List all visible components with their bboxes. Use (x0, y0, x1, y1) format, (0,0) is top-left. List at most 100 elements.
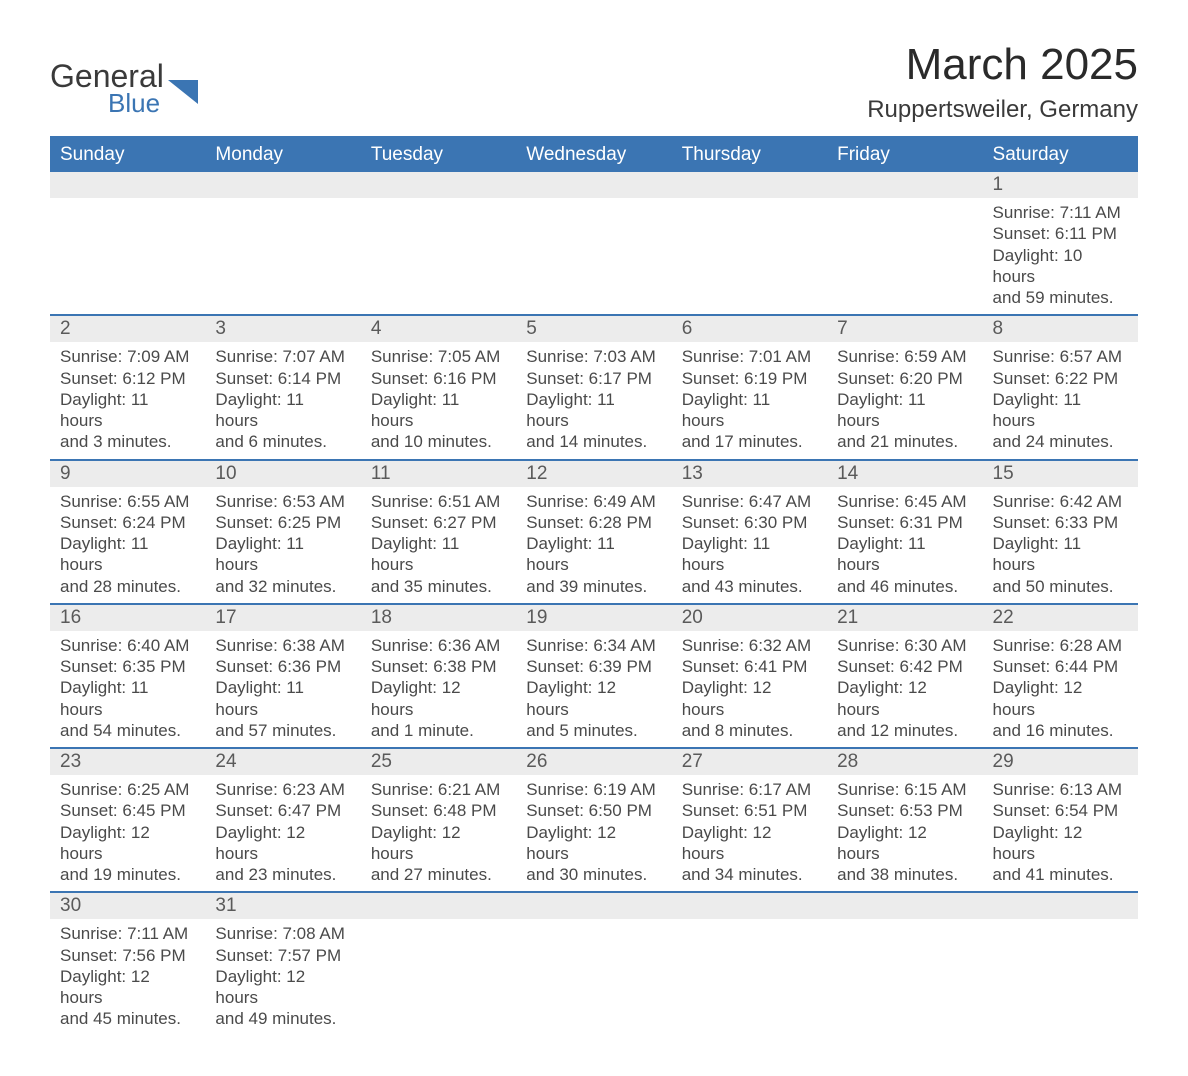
day-number: 9 (50, 460, 205, 487)
week-numbers: 1 (50, 172, 1138, 198)
week-data: Sunrise: 7:11 AMSunset: 7:56 PMDaylight:… (50, 919, 1138, 1035)
day-cell: Sunrise: 7:07 AMSunset: 6:14 PMDaylight:… (205, 342, 360, 459)
sunrise: Sunrise: 6:59 AM (837, 346, 972, 367)
day-number: 27 (672, 748, 827, 775)
sunrise: Sunrise: 6:23 AM (215, 779, 350, 800)
sunrise: Sunrise: 6:13 AM (993, 779, 1128, 800)
day-number (827, 892, 982, 919)
sunset: Sunset: 6:24 PM (60, 512, 195, 533)
week-data: Sunrise: 7:11 AMSunset: 6:11 PMDaylight:… (50, 198, 1138, 315)
day-number: 14 (827, 460, 982, 487)
col-mon: Monday (205, 137, 360, 172)
day-number: 24 (205, 748, 360, 775)
col-sun: Sunday (50, 137, 205, 172)
col-tue: Tuesday (361, 137, 516, 172)
daylight-line1: Daylight: 12 hours (215, 822, 350, 865)
daylight-line2: and 19 minutes. (60, 864, 195, 885)
day-number (50, 172, 205, 198)
day-number (672, 892, 827, 919)
sunset: Sunset: 6:30 PM (682, 512, 817, 533)
week-numbers: 2345678 (50, 315, 1138, 342)
day-number (827, 172, 982, 198)
daylight-line2: and 14 minutes. (526, 431, 661, 452)
day-cell: Sunrise: 6:25 AMSunset: 6:45 PMDaylight:… (50, 775, 205, 892)
day-number: 23 (50, 748, 205, 775)
daylight-line1: Daylight: 11 hours (60, 389, 195, 432)
sunset: Sunset: 6:17 PM (526, 368, 661, 389)
day-cell (50, 198, 205, 315)
sunset: Sunset: 6:14 PM (215, 368, 350, 389)
sunset: Sunset: 6:20 PM (837, 368, 972, 389)
sunset: Sunset: 6:45 PM (60, 800, 195, 821)
day-number: 25 (361, 748, 516, 775)
day-cell: Sunrise: 7:11 AMSunset: 7:56 PMDaylight:… (50, 919, 205, 1035)
sunset: Sunset: 6:38 PM (371, 656, 506, 677)
daylight-line2: and 27 minutes. (371, 864, 506, 885)
week-numbers: 16171819202122 (50, 604, 1138, 631)
week-data: Sunrise: 6:25 AMSunset: 6:45 PMDaylight:… (50, 775, 1138, 892)
daylight-line1: Daylight: 12 hours (526, 677, 661, 720)
sunset: Sunset: 6:11 PM (993, 223, 1128, 244)
day-cell (516, 919, 671, 1035)
daylight-line2: and 17 minutes. (682, 431, 817, 452)
daylight-line1: Daylight: 12 hours (371, 677, 506, 720)
sunrise: Sunrise: 6:55 AM (60, 491, 195, 512)
day-cell: Sunrise: 6:30 AMSunset: 6:42 PMDaylight:… (827, 631, 982, 748)
daylight-line2: and 34 minutes. (682, 864, 817, 885)
sunrise: Sunrise: 6:36 AM (371, 635, 506, 656)
daylight-line1: Daylight: 12 hours (60, 966, 195, 1009)
week-data: Sunrise: 7:09 AMSunset: 6:12 PMDaylight:… (50, 342, 1138, 459)
day-number (361, 172, 516, 198)
day-cell: Sunrise: 6:38 AMSunset: 6:36 PMDaylight:… (205, 631, 360, 748)
day-cell: Sunrise: 6:19 AMSunset: 6:50 PMDaylight:… (516, 775, 671, 892)
day-cell: Sunrise: 6:51 AMSunset: 6:27 PMDaylight:… (361, 487, 516, 604)
day-number: 31 (205, 892, 360, 919)
daylight-line1: Daylight: 11 hours (993, 389, 1128, 432)
title-block: March 2025 Ruppertsweiler, Germany (867, 40, 1138, 124)
day-cell (516, 198, 671, 315)
day-cell: Sunrise: 7:11 AMSunset: 6:11 PMDaylight:… (983, 198, 1138, 315)
daylight-line1: Daylight: 12 hours (993, 822, 1128, 865)
week-numbers: 9101112131415 (50, 460, 1138, 487)
daylight-line1: Daylight: 12 hours (60, 822, 195, 865)
daylight-line1: Daylight: 11 hours (526, 533, 661, 576)
sunrise: Sunrise: 6:57 AM (993, 346, 1128, 367)
col-fri: Friday (827, 137, 982, 172)
day-number: 11 (361, 460, 516, 487)
daylight-line2: and 24 minutes. (993, 431, 1128, 452)
sunset: Sunset: 6:12 PM (60, 368, 195, 389)
day-cell: Sunrise: 6:55 AMSunset: 6:24 PMDaylight:… (50, 487, 205, 604)
sunrise: Sunrise: 6:19 AM (526, 779, 661, 800)
daylight-line2: and 50 minutes. (993, 576, 1128, 597)
sunrise: Sunrise: 7:11 AM (60, 923, 195, 944)
sunset: Sunset: 6:35 PM (60, 656, 195, 677)
daylight-line1: Daylight: 12 hours (215, 966, 350, 1009)
daylight-line2: and 28 minutes. (60, 576, 195, 597)
daylight-line2: and 12 minutes. (837, 720, 972, 741)
sunrise: Sunrise: 6:53 AM (215, 491, 350, 512)
daylight-line2: and 32 minutes. (215, 576, 350, 597)
sunset: Sunset: 6:42 PM (837, 656, 972, 677)
daylight-line2: and 30 minutes. (526, 864, 661, 885)
sunset: Sunset: 6:22 PM (993, 368, 1128, 389)
day-number: 28 (827, 748, 982, 775)
sunset: Sunset: 6:41 PM (682, 656, 817, 677)
daylight-line1: Daylight: 12 hours (682, 822, 817, 865)
location: Ruppertsweiler, Germany (867, 96, 1138, 124)
daylight-line1: Daylight: 11 hours (60, 533, 195, 576)
day-number: 12 (516, 460, 671, 487)
day-number: 18 (361, 604, 516, 631)
sunrise: Sunrise: 6:28 AM (993, 635, 1128, 656)
sunset: Sunset: 6:53 PM (837, 800, 972, 821)
day-cell: Sunrise: 7:09 AMSunset: 6:12 PMDaylight:… (50, 342, 205, 459)
daylight-line1: Daylight: 11 hours (993, 533, 1128, 576)
daylight-line1: Daylight: 11 hours (371, 389, 506, 432)
col-sat: Saturday (983, 137, 1138, 172)
sunset: Sunset: 6:19 PM (682, 368, 817, 389)
day-cell (672, 198, 827, 315)
day-number: 21 (827, 604, 982, 631)
logo-triangle-icon (168, 78, 202, 108)
day-number: 1 (983, 172, 1138, 198)
sunrise: Sunrise: 6:51 AM (371, 491, 506, 512)
daylight-line2: and 1 minute. (371, 720, 506, 741)
